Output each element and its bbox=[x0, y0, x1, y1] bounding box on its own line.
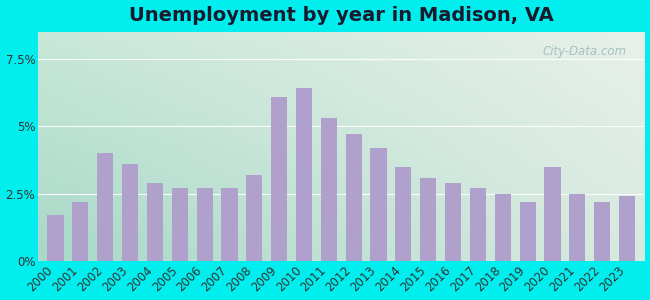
Bar bbox=[222, 188, 237, 261]
Bar bbox=[445, 183, 461, 261]
Bar bbox=[147, 183, 163, 261]
Bar bbox=[346, 134, 362, 261]
Bar bbox=[519, 202, 536, 261]
Bar bbox=[395, 167, 411, 261]
Bar bbox=[122, 164, 138, 261]
Bar bbox=[296, 88, 312, 261]
Text: City-Data.com: City-Data.com bbox=[542, 45, 626, 58]
Bar bbox=[47, 215, 64, 261]
Bar bbox=[271, 97, 287, 261]
Bar bbox=[470, 188, 486, 261]
Bar bbox=[569, 194, 586, 261]
Bar bbox=[196, 188, 213, 261]
Bar bbox=[246, 175, 263, 261]
Bar bbox=[370, 148, 387, 261]
Bar bbox=[172, 188, 188, 261]
Bar bbox=[619, 196, 635, 261]
Bar bbox=[72, 202, 88, 261]
Bar bbox=[97, 153, 113, 261]
Bar bbox=[594, 202, 610, 261]
Bar bbox=[420, 178, 436, 261]
Bar bbox=[495, 194, 511, 261]
Bar bbox=[320, 118, 337, 261]
Title: Unemployment by year in Madison, VA: Unemployment by year in Madison, VA bbox=[129, 6, 554, 25]
Bar bbox=[545, 167, 560, 261]
